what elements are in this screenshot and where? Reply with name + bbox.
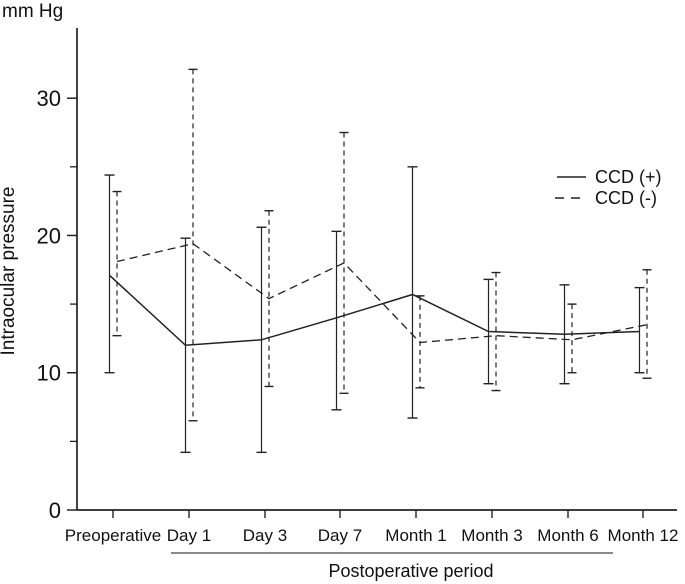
y-tick-label: 30	[37, 86, 61, 111]
x-tick-label: Month 6	[537, 526, 598, 545]
x-tick-label: Month 3	[461, 526, 522, 545]
x-tick-label: Day 7	[318, 526, 362, 545]
series-line-ccd-minus	[116, 242, 648, 344]
x-tick-label: Day 3	[243, 526, 287, 545]
series-line-ccd-plus	[108, 274, 640, 347]
y-tick-label: 10	[37, 361, 61, 386]
legend-label-ccd-minus: CCD (-)	[595, 188, 657, 208]
x-tick-label: Preoperative	[65, 526, 161, 545]
y-tick-label: 0	[49, 498, 61, 523]
x-tick-label: Month 12	[608, 526, 679, 545]
y-axis-title: Intraocular pressure	[0, 186, 19, 356]
x-axis-title: Postoperative period	[328, 561, 494, 581]
y-axis-unit-label: mm Hg	[2, 1, 64, 22]
y-tick-label: 20	[37, 223, 61, 248]
x-tick-label: Day 1	[167, 526, 211, 545]
legend-label-ccd-plus: CCD (+)	[595, 167, 662, 187]
x-tick-label: Month 1	[385, 526, 446, 545]
